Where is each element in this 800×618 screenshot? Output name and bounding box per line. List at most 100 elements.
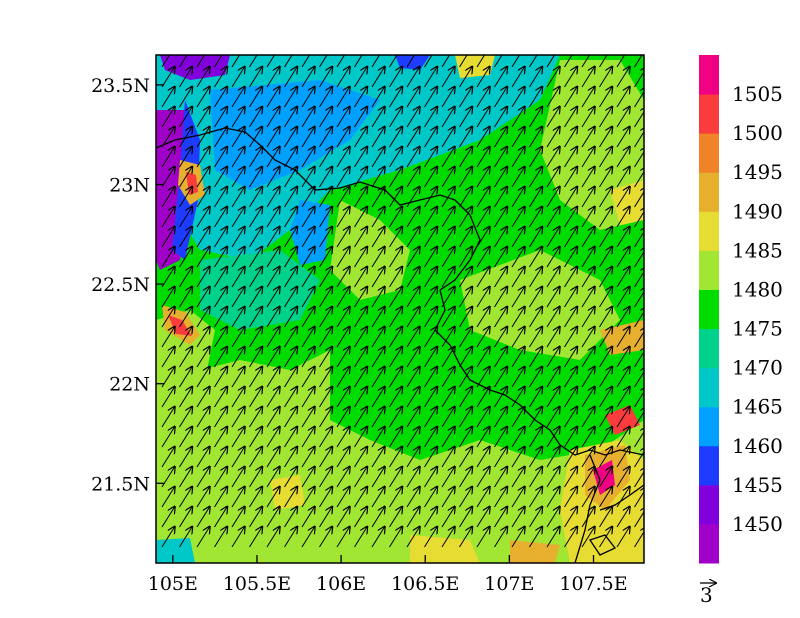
wind-arrow (284, 87, 298, 108)
wind-arrow (652, 447, 665, 467)
wind-arrow (161, 527, 175, 548)
wind-arrow (161, 307, 175, 328)
wind-arrow (546, 55, 556, 68)
wind-arrow (494, 67, 508, 88)
wind-arrow (564, 387, 578, 408)
wind-arrow (301, 407, 315, 428)
wind-arrow (371, 307, 385, 328)
wind-arrow (249, 387, 263, 408)
wind-arrow (266, 227, 280, 248)
wind-arrow (284, 107, 298, 128)
wind-arrow (389, 387, 403, 408)
wind-arrow (441, 387, 455, 408)
wind-arrow (179, 67, 193, 88)
wind-arrow (616, 207, 630, 228)
wind-arrow (214, 247, 228, 268)
wind-arrow (179, 487, 193, 508)
wind-arrow (354, 67, 368, 88)
border-line-islands (588, 534, 617, 556)
wind-arrow (231, 407, 245, 428)
colorbar-level-label: 1450 (732, 512, 783, 536)
wind-arrow (319, 327, 333, 348)
wind-arrow (634, 267, 644, 288)
y-tick-label: 23N (109, 174, 150, 196)
wind-arrow (231, 427, 245, 448)
wind-arrow (179, 347, 193, 368)
wind-arrow (494, 167, 508, 188)
wind-arrow (511, 527, 525, 548)
wind-arrow (214, 267, 228, 288)
wind-arrow (371, 467, 385, 488)
wind-arrow (529, 407, 543, 428)
wind-arrow (196, 347, 210, 368)
wind-arrow (511, 207, 525, 228)
wind-arrow (424, 147, 438, 168)
wind-arrow (161, 347, 175, 368)
wind-arrow (459, 147, 473, 168)
y-tick-label: 22N (109, 374, 150, 396)
wind-arrow (319, 67, 333, 88)
wind-arrow (406, 207, 420, 228)
wind-arrow (652, 47, 665, 67)
wind-arrow (424, 387, 438, 408)
wind-arrow (319, 167, 333, 188)
wind-arrow (616, 407, 630, 428)
field-region-1500-east (605, 405, 640, 435)
wind-arrow (564, 407, 578, 428)
wind-arrow (196, 87, 210, 108)
wind-arrow (441, 507, 455, 528)
wind-arrow (424, 507, 438, 528)
wind-arrow (652, 387, 665, 407)
wind-arrow (406, 387, 420, 408)
wind-arrow (599, 447, 613, 468)
wind-arrow (581, 347, 595, 368)
wind-arrow (249, 127, 263, 148)
wind-arrow (581, 387, 595, 408)
wind-arrow (161, 127, 175, 148)
field-region-1455-north (395, 55, 430, 70)
wind-arrow (231, 87, 245, 108)
wind-arrow (389, 347, 403, 368)
wind-arrow (406, 147, 420, 168)
wind-arrow (529, 267, 543, 288)
wind-arrow (249, 507, 263, 528)
wind-arrow (511, 87, 525, 108)
wind-arrow (371, 147, 385, 168)
wind-arrow (599, 227, 613, 248)
wind-arrow (652, 247, 665, 267)
wind-arrow (319, 527, 333, 548)
wind-arrow (214, 67, 228, 88)
wind-arrow (231, 147, 245, 168)
wind-arrow (652, 207, 665, 227)
wind-arrow (231, 267, 245, 288)
wind-arrow (511, 247, 525, 268)
x-tick-label: 107E (484, 573, 534, 595)
wind-arrow (441, 327, 455, 348)
wind-arrow (511, 187, 525, 208)
wind-arrow (214, 87, 228, 108)
wind-arrow (354, 507, 368, 528)
wind-arrow (424, 307, 438, 328)
wind-arrow (266, 347, 280, 368)
wind-arrow (196, 267, 210, 288)
wind-arrow (441, 527, 455, 548)
wind-arrow (336, 187, 350, 208)
wind-arrow (634, 107, 644, 128)
wind-arrow (459, 227, 473, 248)
wind-arrow (529, 327, 543, 348)
wind-arrow (529, 187, 543, 208)
wind-arrow (336, 527, 350, 548)
political-borders (156, 127, 644, 563)
wind-arrow (616, 187, 630, 208)
wind-arrow (459, 327, 473, 348)
wind-arrow (529, 167, 543, 188)
wind-arrow (494, 447, 508, 468)
x-tick-label: 105E (148, 573, 198, 595)
wind-arrow (161, 387, 175, 408)
colorbar-segment (699, 445, 719, 486)
wind-arrow (581, 467, 595, 488)
colorbar-segment (699, 484, 719, 525)
wind-arrow (161, 87, 175, 108)
wind-arrow (511, 267, 525, 288)
wind-arrow (179, 127, 193, 148)
